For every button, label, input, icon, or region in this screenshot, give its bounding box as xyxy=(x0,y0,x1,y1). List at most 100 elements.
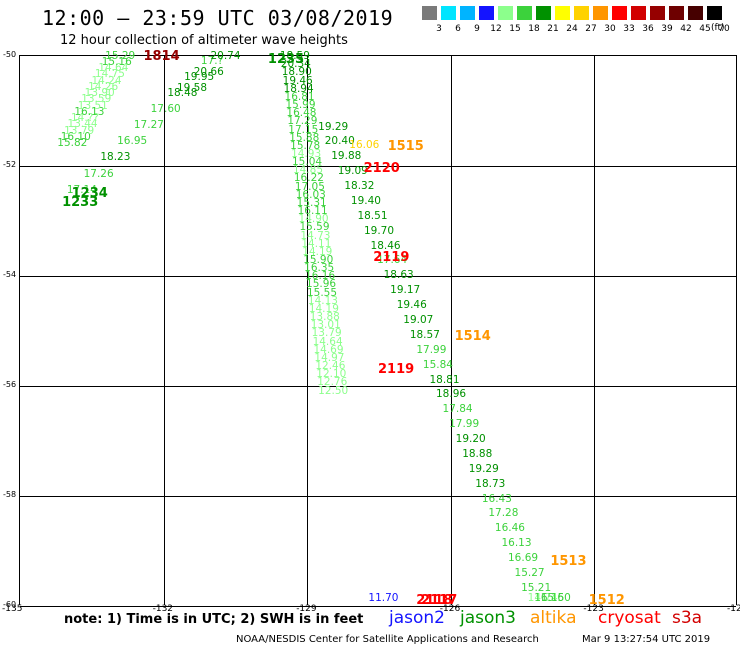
color-swatch xyxy=(631,6,646,20)
swh-value: 19.58 xyxy=(176,82,208,94)
swh-value: 13.90 xyxy=(84,87,115,100)
latitude-label: -58 xyxy=(3,490,17,499)
swh-value: 17.15 xyxy=(288,123,319,136)
swh-value: 17.64 xyxy=(377,254,408,267)
latitude-label: -56 xyxy=(3,380,17,389)
latitude-gridline xyxy=(20,276,736,277)
swh-value: 16.13 xyxy=(501,537,532,550)
color-swatch xyxy=(536,6,551,20)
swh-value: 15.60 xyxy=(540,592,571,604)
swh-value: 15.84 xyxy=(422,358,453,371)
color-scale-label: 45 xyxy=(699,24,711,34)
latitude-label: -60 xyxy=(3,600,17,609)
color-swatch xyxy=(707,6,722,20)
swh-value: 16.81 xyxy=(284,90,315,103)
swh-value: 18.48 xyxy=(167,86,198,99)
swh-value: 16.69 xyxy=(508,552,539,565)
swh-value: 13.79 xyxy=(64,124,95,137)
longitude-label: -123 xyxy=(583,604,604,614)
swh-value: 15.96 xyxy=(306,278,337,291)
latitude-gridline xyxy=(20,166,736,167)
swh-value: 19.29 xyxy=(468,462,499,475)
swh-value: 13.79 xyxy=(311,327,342,340)
swh-value: 19.29 xyxy=(318,120,349,133)
legend-entry-jason3: jason3 xyxy=(460,608,516,628)
swh-value: 20.74 xyxy=(210,50,241,63)
swh-value: 17.99 xyxy=(416,343,447,356)
longitude-label: -120 xyxy=(727,604,740,614)
color-swatch xyxy=(498,6,513,20)
color-scale-label: 15 xyxy=(509,24,521,34)
swh-value: 15.82 xyxy=(57,137,88,149)
swh-value: 19.40 xyxy=(350,194,381,207)
swh-value: 16.11 xyxy=(297,205,328,218)
legend-entry-jason2: jason2 xyxy=(389,608,445,628)
color-scale-label: 9 xyxy=(474,24,480,34)
swh-value: 14.64 xyxy=(312,335,343,348)
swh-value: 16.15 xyxy=(534,592,565,604)
swh-value: 17.05 xyxy=(294,180,325,193)
swh-value: 13.59 xyxy=(81,93,112,106)
swh-value: 12.46 xyxy=(315,360,346,373)
longitude-gridline xyxy=(163,56,165,605)
swh-value: 17.26 xyxy=(83,167,114,180)
swh-value: 15.29 xyxy=(105,49,136,62)
pass-label: 1514 xyxy=(454,328,491,344)
color-scale-label: 30 xyxy=(604,24,616,34)
pass-label: 2119 xyxy=(378,361,415,377)
color-swatch xyxy=(688,6,703,20)
map-subtitle: 12 hour collection of altimeter wave hei… xyxy=(60,33,348,48)
color-swatch xyxy=(422,6,437,20)
swh-value: 19.17 xyxy=(390,284,421,297)
swh-value: 17.28 xyxy=(488,507,519,520)
swh-value: 19.46 xyxy=(396,299,427,312)
map-title: 12:00 – 23:59 UTC 03/08/2019 xyxy=(42,6,394,30)
color-swatch xyxy=(555,6,570,20)
swh-value: 19.88 xyxy=(331,150,362,163)
swh-value: 14.11 xyxy=(301,237,332,250)
longitude-label: -129 xyxy=(296,604,317,614)
swh-value: 16.22 xyxy=(293,172,324,185)
swh-value: 18.23 xyxy=(100,151,131,164)
swh-value: 16.10 xyxy=(60,130,91,143)
swh-value: 13.88 xyxy=(309,311,340,324)
swh-value: 15.27 xyxy=(514,566,545,579)
color-scale-label: 39 xyxy=(661,24,673,34)
swh-value: 18.59 xyxy=(279,50,310,63)
swh-value: 14.73 xyxy=(300,229,331,242)
swh-value: 14.19 xyxy=(308,302,339,315)
swh-value: 14.74 xyxy=(527,592,558,604)
color-swatch xyxy=(574,6,589,20)
swh-value: 17.14 xyxy=(66,183,97,196)
swh-value: 16.43 xyxy=(481,492,512,505)
swh-value: 16.95 xyxy=(117,135,148,148)
latitude-gridline xyxy=(20,606,736,607)
latitude-label: -54 xyxy=(3,270,17,279)
swh-value: 15.78 xyxy=(290,139,321,152)
swh-value: 16.06 xyxy=(349,139,380,152)
swh-value: 19.20 xyxy=(455,433,486,446)
color-swatch xyxy=(669,6,684,20)
longitude-gridline xyxy=(450,56,452,605)
pass-label: 1513 xyxy=(550,554,587,569)
swh-value: 18.57 xyxy=(409,328,440,341)
latitude-label: -50 xyxy=(3,50,17,59)
legend-entry-s3a: s3a xyxy=(672,608,703,628)
swh-value: 18.96 xyxy=(436,388,467,401)
swh-value: 12.10 xyxy=(316,368,347,381)
pass-label: 1814 xyxy=(143,49,180,65)
color-scale-label: 18 xyxy=(528,24,540,34)
swh-value: 14.26 xyxy=(88,80,119,93)
color-scale-label: 36 xyxy=(642,24,654,34)
latitude-gridline xyxy=(20,496,736,497)
swh-value: 15.90 xyxy=(303,254,334,266)
generation-timestamp: Mar 9 13:27:54 UTC 2019 xyxy=(582,634,711,645)
swh-value: 18.46 xyxy=(370,239,401,252)
color-swatch xyxy=(460,6,475,20)
longitude-label: -126 xyxy=(439,604,461,614)
color-scale-label: 27 xyxy=(585,24,597,34)
swh-value: 14.?? xyxy=(70,112,99,124)
swh-value: 14.13 xyxy=(307,294,338,307)
swh-value: 14.97 xyxy=(314,351,345,364)
